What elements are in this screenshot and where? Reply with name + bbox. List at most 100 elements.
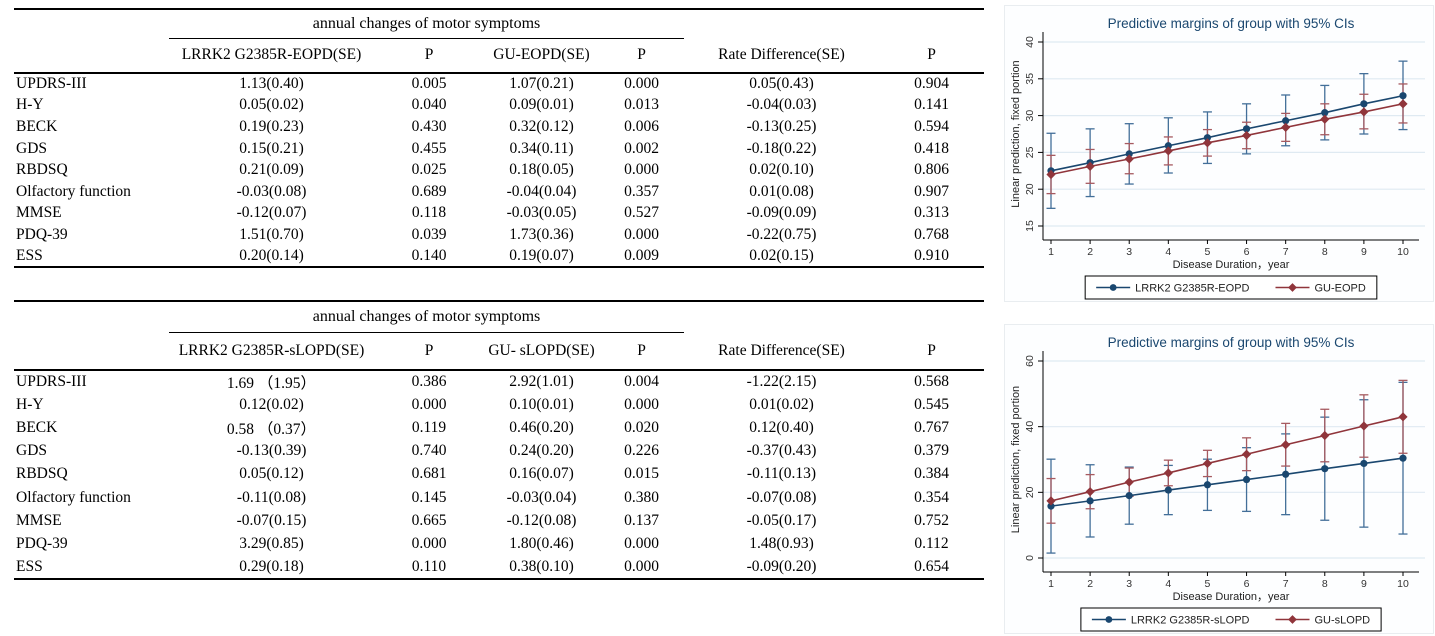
diamond-marker: [1046, 496, 1056, 506]
table-cell: 0.681: [411, 465, 447, 483]
y-tick-label: 15: [1024, 220, 1036, 232]
table-cell: 0.16(0.07): [509, 465, 574, 483]
circle-marker: [1203, 481, 1212, 489]
table-cell: 1.73(0.36): [509, 225, 574, 243]
table-row: ESS 0.20(0.14) 0.140 0.19(0.07) 0.009 0.02(0.…: [14, 245, 985, 269]
ci-whiskers: [1046, 381, 1408, 554]
series-line: [1050, 94, 1404, 172]
slopd-predictive-margins-chart: Predictive margins of group with 95% CIs…: [1004, 324, 1434, 634]
span-header-spacer: [684, 301, 984, 332]
table-cell: -0.37(0.43): [746, 442, 817, 460]
x-tick-label: 6: [1244, 578, 1250, 590]
table-cell: 0.545: [914, 395, 949, 413]
table-cell: -0.11(0.08): [236, 488, 307, 506]
table-cell: -0.12(0.07): [236, 204, 307, 222]
table-cell: 0.002: [624, 139, 659, 157]
table-cell: 0.430: [411, 117, 447, 135]
table-cell: -0.05(0.17): [746, 511, 817, 529]
table-cell: -0.12(0.08): [506, 511, 577, 529]
row-label: ESS: [14, 245, 169, 269]
gridlines: [1043, 41, 1425, 227]
table-cell: 1.07(0.21): [509, 75, 574, 93]
table-cell: 0.01(0.02): [749, 395, 814, 413]
slopd-table: annual changes of motor symptoms LRRK2 G2…: [14, 300, 985, 580]
table-row: UPDRS-III 1.13(0.40) 0.005 1.07(0.21) 0.000 0…: [14, 73, 984, 95]
diamond-marker: [1202, 458, 1213, 469]
column-header-row: LRRK2 G2385R-EOPD(SE) P GU-EOPD(SE) P Rate D…: [14, 38, 985, 74]
table-cell: 0.02(0.10): [749, 161, 814, 179]
span-header-spacer: [14, 301, 169, 332]
table-cell: 0.013: [624, 96, 659, 114]
table-cell: 0.004: [624, 373, 659, 391]
table-cell: -0.13(0.25): [746, 117, 817, 135]
x-tick-label: 9: [1361, 578, 1367, 590]
column-header-row: LRRK2 G2385R-sLOPD(SE) P GU- sLOPD(SE) P Rat…: [14, 332, 985, 371]
table-cell: -0.09(0.20): [684, 555, 880, 580]
column-header: P: [599, 38, 685, 74]
table-cell: -0.04(0.03): [746, 96, 817, 114]
y-tick-label: 20: [1024, 183, 1036, 195]
table-cell: 0.119: [411, 418, 447, 436]
table-cell: 0.24(0.20): [509, 442, 574, 460]
column-header: P: [879, 38, 985, 74]
table-cell: 0.34(0.11): [509, 139, 574, 157]
table-row: Olfactory function -0.03(0.08) 0.689 -0.04(…: [14, 181, 984, 203]
y-tick-label: 25: [1024, 146, 1036, 158]
table-cell: -0.03(0.04): [506, 488, 577, 506]
row-label: BECK: [16, 418, 58, 436]
table-cell: 0.141: [914, 96, 949, 114]
x-tick-label: 5: [1205, 246, 1211, 258]
table-cell: 3.29(0.85): [239, 534, 304, 552]
table-cell: 0.313: [914, 204, 949, 222]
table-row: UPDRS-III 1.69 （1.95） 0.386 2.92(1.01) 0.004…: [14, 370, 984, 393]
x-tick-label: 4: [1165, 578, 1171, 590]
circle-marker: [1399, 92, 1407, 100]
circle-marker: [1164, 486, 1172, 494]
table-cell: -0.03(0.05): [506, 204, 577, 222]
table-cell: 0.18(0.05): [509, 161, 574, 179]
table-cell: -0.07(0.08): [746, 488, 817, 506]
column-header: P: [374, 332, 484, 371]
legend-label: GU-sLOPD: [1314, 615, 1370, 627]
table-cell: 0.38(0.10): [484, 555, 599, 580]
table-cell: 0.767: [914, 418, 949, 436]
table-row: MMSE -0.07(0.15) 0.665 -0.12(0.08) 0.137 -0.0…: [14, 509, 984, 532]
circle-marker: [1242, 475, 1251, 484]
table-cell: -0.13(0.39): [236, 442, 307, 460]
column-header: P: [879, 332, 985, 371]
diamond-marker: [1281, 122, 1291, 132]
table-cell: 0.006: [624, 117, 659, 135]
legend-box: [1080, 607, 1382, 632]
table-cell: -0.04(0.04): [506, 182, 577, 200]
column-header: [14, 332, 169, 371]
diamond-marker: [1288, 615, 1297, 624]
table-cell: 0.21(0.09): [239, 161, 304, 179]
table-row: H-Y 0.12(0.02) 0.000 0.10(0.01) 0.000 0.01(0.…: [14, 393, 984, 416]
table-cell: 1.13(0.40): [239, 75, 304, 93]
chart-legend: LRRK2 G2385R-EOPD GU-EOPD: [1084, 275, 1378, 300]
x-tick-label: 1: [1048, 246, 1054, 258]
table-cell: 0.000: [624, 534, 659, 552]
table-cell: 0.09(0.01): [509, 96, 574, 114]
table-cell: 0.112: [914, 534, 949, 552]
y-axis-title: Linear prediction, fixed portion: [1010, 386, 1022, 533]
table-cell: 0.000: [624, 75, 659, 93]
table-cell: 0.654: [879, 555, 985, 580]
column-header: LRRK2 G2385R-sLOPD(SE): [169, 332, 374, 371]
column-header: Rate Difference(SE): [684, 38, 880, 74]
span-header-spacer: [684, 9, 984, 38]
table-cell: 0.12(0.40): [749, 418, 814, 436]
table-cell: 1.48(0.93): [749, 534, 814, 552]
chart-legend: LRRK2 G2385R-sLOPD GU-sLOPD: [1080, 607, 1382, 632]
table-cell: 0.000: [411, 395, 447, 413]
table-cell: 0.46(0.20): [509, 418, 574, 436]
legend-label: GU-EOPD: [1314, 283, 1365, 295]
series-diamond: [1046, 99, 1408, 180]
predictive-margins-plot: Predictive margins of group with 95% CIs…: [1010, 16, 1425, 300]
circle-marker: [1321, 465, 1329, 473]
table-cell: 0.768: [914, 225, 949, 243]
x-tick-label: 10: [1397, 578, 1409, 590]
table-cell: -0.22(0.75): [746, 225, 817, 243]
chart-title: Predictive margins of group with 95% CIs: [1108, 335, 1355, 350]
column-header: GU- sLOPD(SE): [484, 332, 599, 371]
